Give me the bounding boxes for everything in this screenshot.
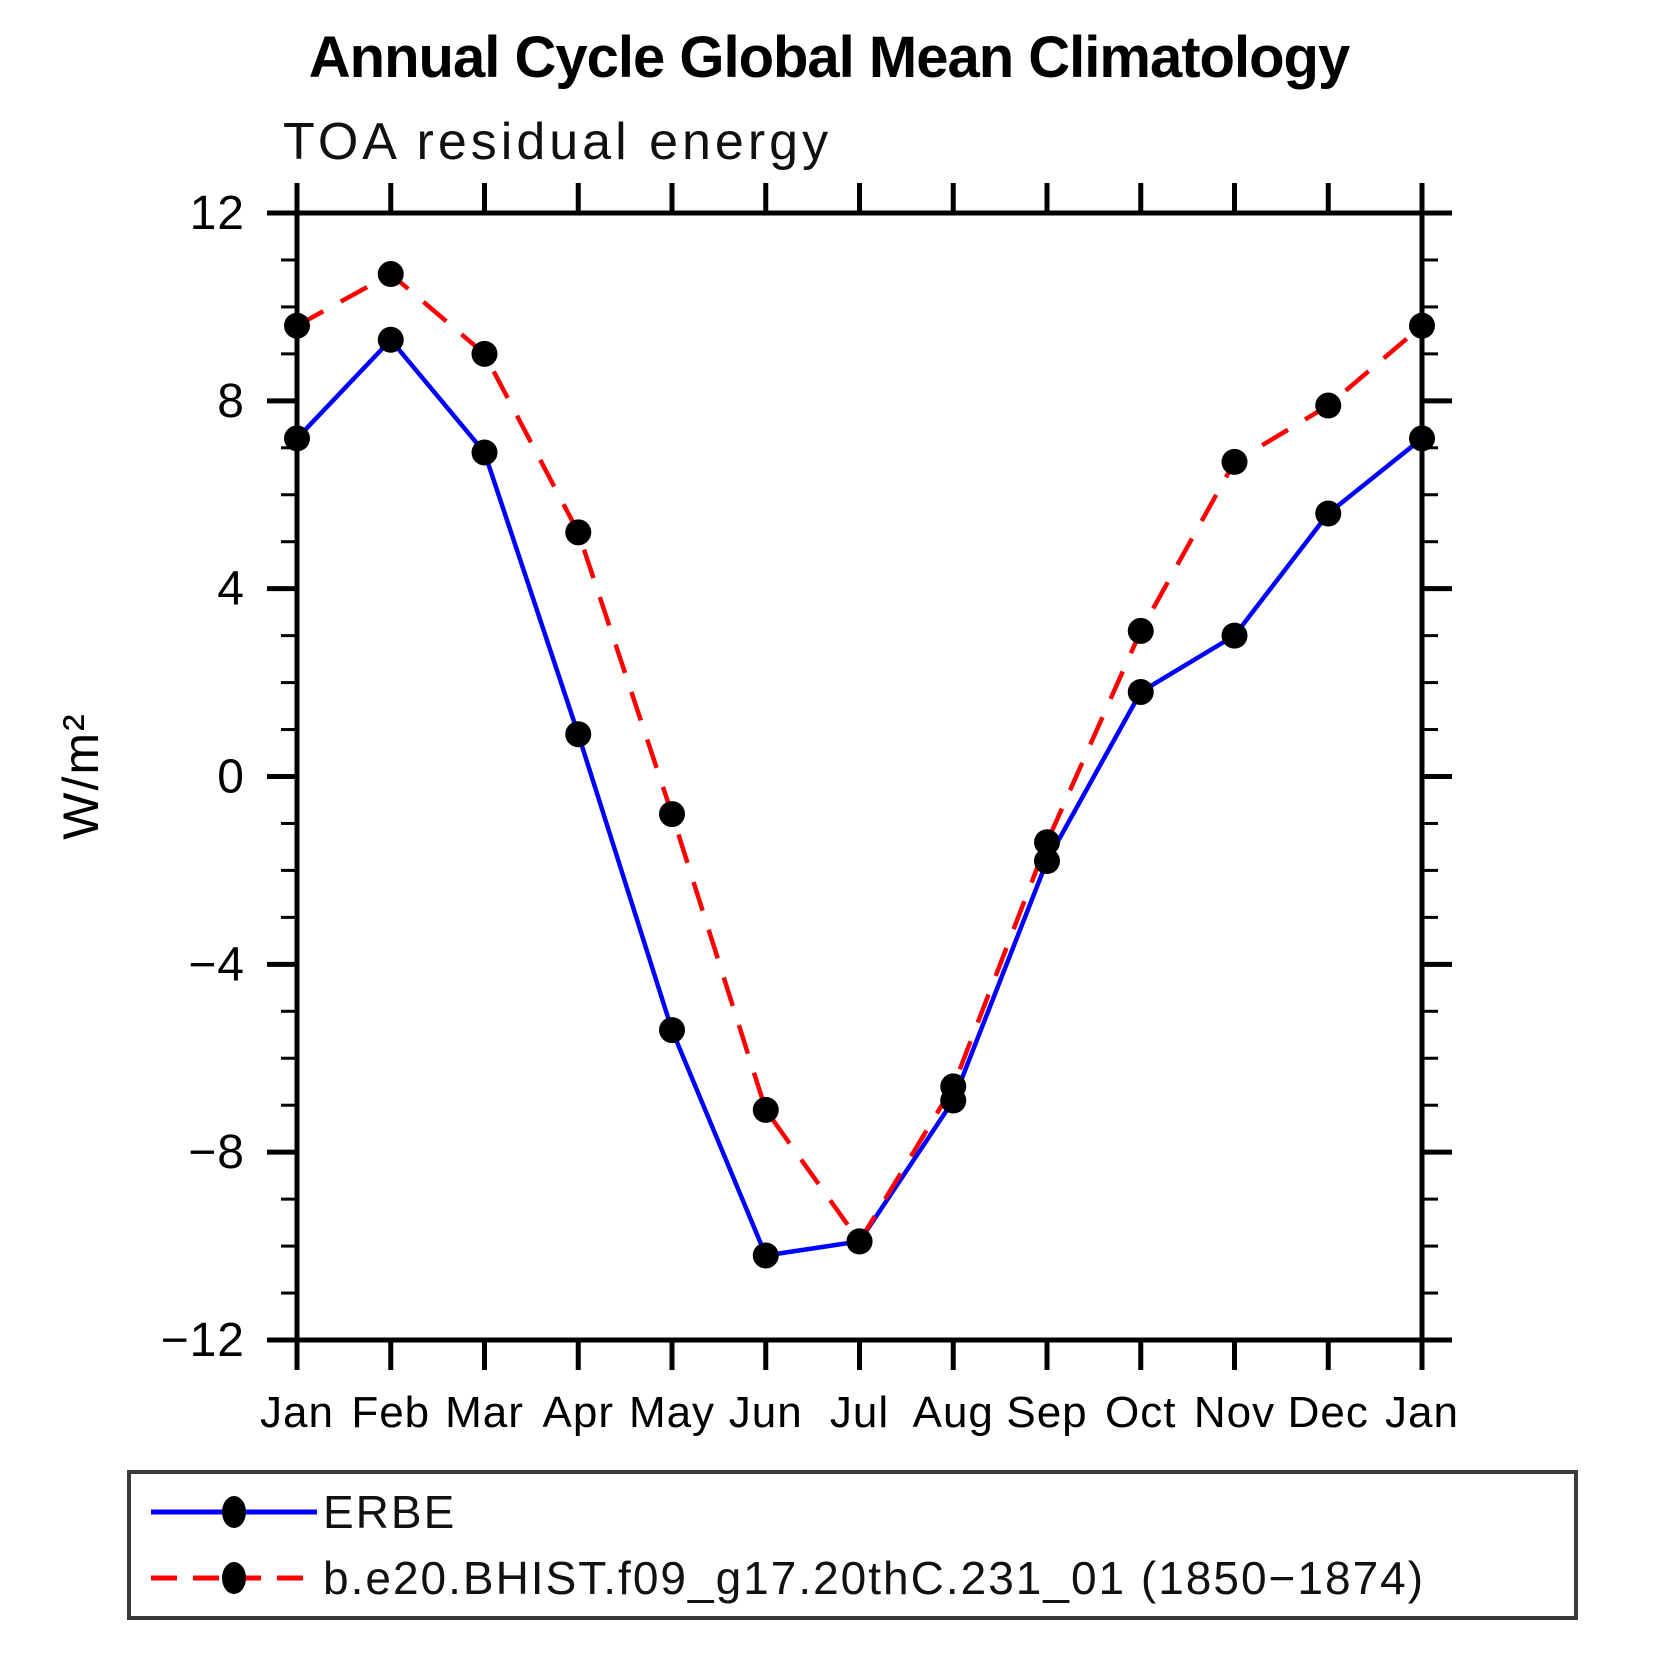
x-tick-label: Dec <box>1288 1388 1369 1437</box>
legend-marker-icon <box>222 1496 246 1528</box>
x-tick-label: Jul <box>830 1388 889 1437</box>
data-point-series-1 <box>1127 617 1154 644</box>
x-tick-label: Feb <box>351 1388 430 1437</box>
data-point-series-0 <box>1127 678 1154 705</box>
data-point-series-1 <box>565 519 592 546</box>
legend-line-sample-0 <box>151 1496 317 1528</box>
y-tick-label: 0 <box>217 751 245 804</box>
data-point-series-0 <box>1034 848 1060 875</box>
y-tick-label: −12 <box>161 1314 245 1367</box>
data-point-series-0 <box>1409 425 1435 452</box>
data-point-series-0 <box>284 425 310 452</box>
data-point-series-0 <box>752 1242 779 1269</box>
data-point-series-1 <box>752 1096 779 1123</box>
x-tick-label: Apr <box>543 1388 614 1437</box>
data-point-series-1 <box>284 312 310 339</box>
legend-marker-icon <box>222 1562 246 1594</box>
series-line-1 <box>295 271 1424 1244</box>
series-line-0 <box>295 337 1424 1258</box>
plot-svg: W/m² Jan Feb Mar Apr May Jun Jul Aug Sep Oct Nov De… <box>53 183 1459 1437</box>
x-tick-label: Oct <box>1105 1388 1176 1437</box>
x-tick-label: Jan <box>260 1388 334 1437</box>
data-point-series-0 <box>1315 500 1342 527</box>
data-point-series-1 <box>1315 392 1342 419</box>
data-point-series-1 <box>1221 448 1248 475</box>
legend-entry-0: ERBE <box>149 1486 456 1538</box>
y-tick-label: −4 <box>188 938 245 991</box>
x-tick-label: Jun <box>729 1388 803 1437</box>
legend-line-sample-1 <box>151 1562 317 1594</box>
data-point-series-0 <box>377 326 404 353</box>
legend-box: ERBE b.e20.BHIST.f09_g17.20thC.231_01 (18… <box>127 1470 1578 1620</box>
data-point-series-1 <box>846 1228 873 1255</box>
data-point-series-1 <box>659 801 685 828</box>
legend-label-1: b.e20.BHIST.f09_g17.20thC.231_01 (1850−1… <box>323 1552 1426 1604</box>
data-point-series-1 <box>1034 829 1060 856</box>
y-tick-label: −8 <box>188 1126 245 1179</box>
data-point-series-1 <box>377 261 404 288</box>
y-tick-label: 8 <box>217 375 245 428</box>
legend-entry-1: b.e20.BHIST.f09_g17.20thC.231_01 (1850−1… <box>149 1552 1425 1604</box>
y-tick-label: 4 <box>217 563 245 616</box>
data-point-series-1 <box>1409 312 1435 339</box>
data-point-series-0 <box>471 439 498 466</box>
x-tick-label: Mar <box>445 1388 524 1437</box>
data-point-series-1 <box>471 340 498 367</box>
data-point-series-0 <box>659 1017 685 1044</box>
data-point-series-1 <box>940 1073 967 1100</box>
x-tick-label: Nov <box>1194 1388 1275 1437</box>
y-tick-label: 12 <box>190 187 245 240</box>
chart-subtitle: TOA residual energy <box>283 113 833 171</box>
x-tick-label: May <box>629 1388 715 1437</box>
plot-frame <box>294 210 1425 1343</box>
x-tick-label: Aug <box>913 1388 994 1437</box>
x-tick-label: Jan <box>1385 1388 1459 1437</box>
data-point-series-0 <box>565 721 592 748</box>
chart-title: Annual Cycle Global Mean Climatology <box>308 25 1350 90</box>
data-point-series-0 <box>1221 622 1248 649</box>
x-tick-label: Sep <box>1006 1388 1087 1437</box>
y-axis-title: W/m² <box>53 712 109 839</box>
legend-label-0: ERBE <box>323 1486 457 1538</box>
